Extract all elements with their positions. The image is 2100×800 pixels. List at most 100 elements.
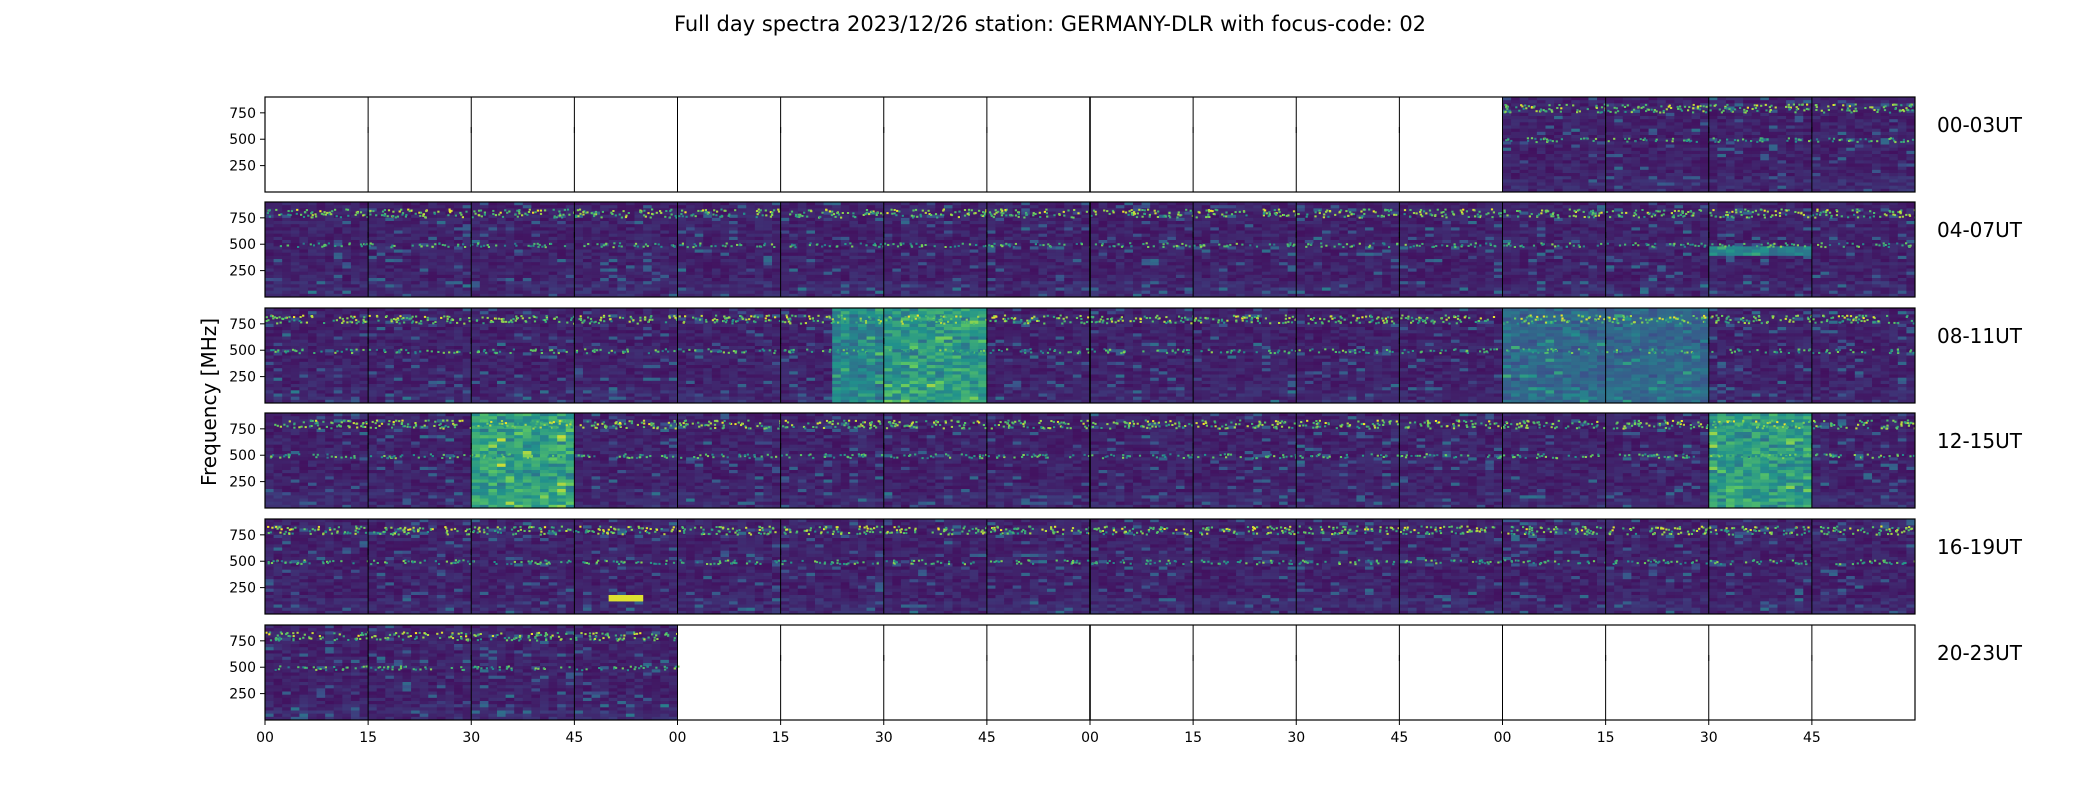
emission-speckle (597, 532, 600, 535)
emission-speckle (1616, 427, 1619, 430)
emission-speckle (1129, 242, 1132, 245)
emission-speckle (1489, 242, 1492, 245)
emission-speckle (487, 246, 490, 248)
emission-speckle (1664, 421, 1668, 424)
emission-speckle (1256, 563, 1259, 566)
emission-speckle (1661, 351, 1664, 354)
emission-speckle (591, 530, 594, 533)
emission-speckle (1609, 216, 1612, 219)
emission-speckle (1520, 424, 1523, 427)
emission-speckle (1633, 108, 1636, 111)
emission-speckle (1156, 531, 1159, 533)
emission-speckle (1503, 454, 1506, 457)
emission-speckle (1578, 110, 1581, 113)
emission-speckle (579, 212, 582, 215)
emission-speckle (1053, 426, 1056, 429)
emission-speckle (1516, 423, 1519, 426)
emission-speckle (943, 322, 946, 325)
emission-speckle (1152, 420, 1155, 423)
emission-speckle (283, 423, 286, 426)
emission-speckle (1669, 243, 1672, 246)
emission-speckle (1909, 103, 1912, 106)
emission-speckle (584, 531, 587, 534)
emission-speckle (453, 426, 457, 429)
emission-speckle (1462, 208, 1465, 211)
emission-speckle (1477, 215, 1480, 218)
emission-speckle (514, 213, 517, 216)
emission-speckle (494, 214, 497, 217)
emission-speckle (1822, 314, 1825, 317)
emission-speckle (563, 208, 566, 211)
emission-speckle (670, 244, 673, 247)
emission-speckle (1838, 349, 1841, 352)
emission-speckle (885, 319, 888, 322)
emission-speckle (1492, 211, 1495, 214)
emission-speckle (1269, 453, 1272, 456)
emission-speckle (700, 314, 703, 317)
emission-speckle (731, 320, 734, 323)
emission-speckle (1209, 209, 1213, 212)
emission-speckle (347, 425, 350, 427)
emission-speckle (1206, 317, 1209, 320)
emission-speckle (1269, 559, 1273, 562)
emission-speckle (1794, 425, 1798, 428)
emission-speckle (1743, 111, 1746, 114)
emission-speckle (620, 216, 623, 219)
emission-speckle (1626, 315, 1629, 318)
emission-speckle (1615, 107, 1618, 110)
emission-speckle (1585, 318, 1588, 321)
emission-speckle (773, 209, 776, 212)
emission-speckle (1668, 104, 1671, 107)
emission-speckle (1489, 244, 1492, 246)
emission-speckle (1120, 352, 1123, 355)
emission-speckle (738, 244, 741, 247)
emission-speckle (1756, 104, 1759, 107)
emission-speckle (1225, 456, 1228, 459)
emission-speckle (1283, 421, 1286, 424)
emission-speckle (677, 348, 680, 351)
emission-speckle (1785, 315, 1788, 318)
emission-speckle (1869, 216, 1872, 219)
emission-speckle (1378, 424, 1381, 426)
emission-speckle (1768, 106, 1771, 109)
emission-speckle (1285, 214, 1288, 217)
emission-speckle (713, 321, 716, 324)
emission-speckle (311, 214, 314, 217)
emission-speckle (714, 245, 717, 248)
emission-speckle (970, 456, 973, 459)
emission-speckle (1101, 242, 1104, 245)
emission-speckle (1371, 423, 1374, 425)
emission-speckle (323, 244, 326, 247)
emission-speckle (870, 422, 873, 425)
emission-speckle (887, 319, 890, 321)
emission-speckle (1758, 139, 1762, 142)
emission-speckle (736, 320, 739, 322)
emission-speckle (355, 527, 358, 530)
emission-speckle (620, 245, 623, 248)
emission-speckle (763, 242, 767, 245)
emission-speckle (569, 423, 572, 426)
emission-speckle (287, 456, 291, 459)
emission-speckle (1550, 109, 1553, 112)
emission-speckle (893, 212, 896, 215)
emission-speckle (288, 320, 291, 323)
emission-speckle (794, 215, 797, 218)
emission-speckle (1039, 453, 1042, 456)
emission-speckle (664, 348, 667, 351)
emission-speckle (1446, 425, 1449, 428)
emission-speckle (1358, 427, 1361, 429)
spectrum-panel (1605, 202, 1710, 297)
emission-speckle (399, 315, 402, 318)
emission-speckle (1298, 349, 1301, 352)
emission-speckle (305, 321, 308, 324)
emission-speckle (1675, 317, 1678, 320)
emission-speckle (745, 318, 748, 321)
emission-speckle (1788, 108, 1791, 111)
emission-speckle (635, 457, 639, 459)
emission-speckle (1595, 425, 1598, 428)
emission-speckle (1311, 348, 1314, 351)
emission-speckle (1205, 422, 1208, 424)
emission-speckle (1277, 208, 1281, 211)
emission-speckle (1356, 425, 1359, 428)
emission-speckle (1518, 109, 1521, 112)
